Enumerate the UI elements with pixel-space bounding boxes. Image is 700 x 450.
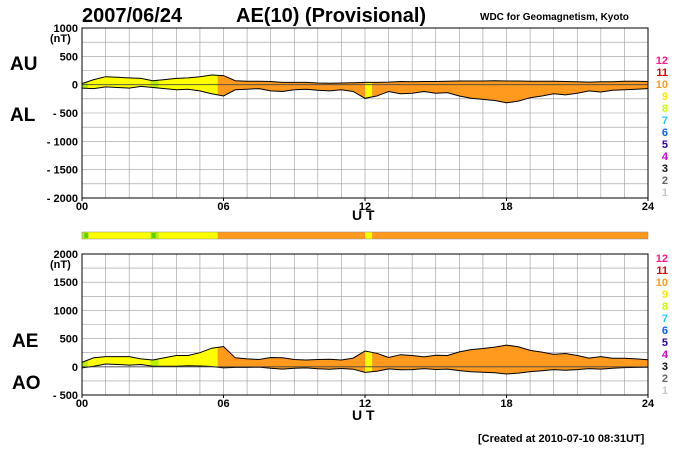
activity-level-label: 6 — [662, 325, 668, 337]
activity-level-label: 1 — [662, 187, 668, 199]
x-tick-label: 18 — [500, 398, 512, 410]
data-source-label: WDC for Geomagnetism, Kyoto — [480, 12, 629, 23]
activity-level-label: 12 — [656, 55, 668, 67]
plot-date: 2007/06/24 — [82, 5, 183, 27]
activity-fill-segment — [365, 82, 373, 99]
timeline-mark — [151, 233, 156, 238]
timeline-segment — [87, 232, 151, 239]
x-tick-label: 12 — [359, 398, 371, 410]
activity-level-label: 10 — [656, 277, 668, 289]
lower-panel-x-axis-label: U T — [352, 407, 375, 423]
upper-panel-x-axis-label: U T — [352, 207, 375, 223]
upper-panel-label-al: AL — [10, 105, 36, 126]
series-line-al — [82, 85, 648, 104]
activity-fill-segment — [87, 76, 151, 89]
series-line-ae — [82, 344, 648, 363]
activity-fill-segment — [365, 351, 373, 373]
x-tick-label: 00 — [76, 201, 88, 213]
y-tick-label: - 500 — [53, 390, 78, 402]
activity-level-label: 10 — [656, 79, 668, 91]
y-tick-label: 500 — [60, 51, 78, 63]
activity-level-label: 3 — [662, 361, 668, 373]
activity-level-label: 12 — [656, 253, 668, 265]
timeline-segment — [158, 232, 218, 239]
lower-panel-label-ao: AO — [12, 373, 41, 394]
activity-level-label: 8 — [662, 301, 668, 313]
activity-level-label: 2 — [662, 373, 668, 385]
activity-level-label: 4 — [662, 349, 669, 361]
lower-panel-unit: (nT) — [50, 259, 71, 271]
activity-level-label: 6 — [662, 127, 668, 139]
series-line-ao — [82, 363, 648, 375]
y-tick-label: - 1500 — [47, 165, 78, 177]
series-line-au — [82, 74, 648, 84]
y-tick-label: - 1000 — [47, 136, 78, 148]
y-tick-label: 1500 — [54, 277, 78, 289]
activity-level-label: 4 — [662, 151, 669, 163]
activity-level-label: 1 — [662, 385, 668, 397]
activity-level-label: 5 — [662, 139, 668, 151]
upper-panel-label-au: AU — [10, 54, 37, 75]
activity-fill-segment — [372, 80, 648, 103]
activity-fill-segment — [158, 347, 218, 368]
y-tick-label: 0 — [72, 80, 78, 92]
plot-index-title: AE(10) (Provisional) — [236, 5, 426, 27]
activity-fill-segment — [150, 80, 159, 89]
upper-panel-unit: (nT) — [50, 33, 71, 45]
y-tick-label: 2000 — [54, 249, 78, 261]
x-tick-label: 24 — [642, 398, 655, 410]
timeline-mark — [84, 233, 89, 238]
activity-level-label: 11 — [656, 265, 668, 277]
y-tick-label: 1000 — [54, 23, 78, 35]
y-tick-label: 1000 — [54, 305, 78, 317]
activity-level-label: 7 — [662, 313, 668, 325]
activity-level-label: 2 — [662, 175, 668, 187]
timeline-segment — [372, 232, 648, 239]
y-tick-label: 0 — [72, 362, 78, 374]
activity-level-label: 9 — [662, 91, 668, 103]
activity-level-label: 7 — [662, 115, 668, 127]
activity-level-label: 5 — [662, 337, 668, 349]
y-tick-label: 500 — [60, 334, 78, 346]
activity-level-label: 3 — [662, 163, 668, 175]
x-tick-label: 18 — [500, 201, 512, 213]
timeline-segment — [365, 232, 373, 239]
activity-timeline-bar — [81, 231, 649, 240]
activity-fill-segment — [150, 358, 159, 367]
x-tick-label: 06 — [217, 201, 229, 213]
y-tick-label: - 2000 — [47, 193, 78, 205]
activity-fill-segment — [217, 75, 365, 99]
lower-panel-label-ae: AE — [12, 331, 38, 352]
activity-level-label: 8 — [662, 103, 668, 115]
x-tick-label: 12 — [359, 201, 371, 213]
activity-level-label: 11 — [656, 67, 668, 79]
timeline-segment — [217, 232, 365, 239]
x-tick-label: 24 — [642, 201, 655, 213]
activity-level-label: 9 — [662, 289, 668, 301]
x-tick-label: 00 — [76, 398, 88, 410]
y-tick-label: - 500 — [53, 108, 78, 120]
x-tick-label: 06 — [217, 398, 229, 410]
timeline-frame — [81, 231, 649, 240]
created-timestamp: [Created at 2010-07-10 08:31UT] — [478, 433, 645, 445]
